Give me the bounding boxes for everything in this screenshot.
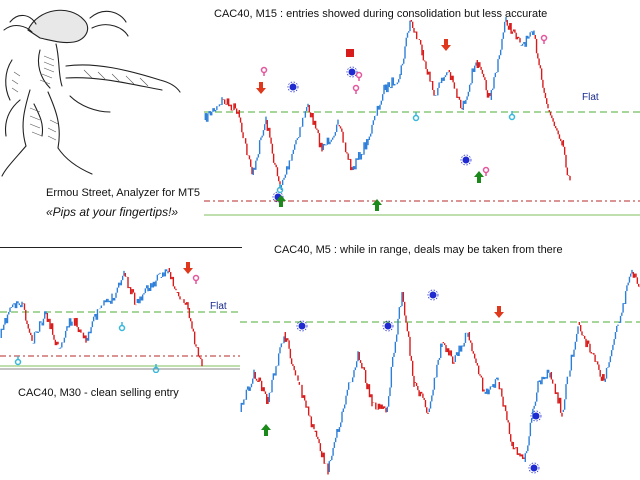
pink-signal-icon: [355, 71, 363, 81]
pink-signal-icon: [482, 166, 490, 176]
pivot-dot-icon: [287, 81, 299, 93]
cyan-signal-icon: [412, 112, 420, 122]
pivot-dot-icon: [296, 320, 308, 332]
cyan-signal-icon: [118, 322, 126, 332]
cyan-signal-icon: [152, 364, 160, 373]
chart-m15-caption: CAC40, M15 : entries showed during conso…: [214, 8, 548, 20]
chart-m5[interactable]: [240, 262, 640, 480]
pivot-dot-icon: [346, 66, 358, 78]
stop-square-icon: [346, 49, 354, 57]
cyan-signal-icon: [276, 184, 284, 194]
pink-signal-icon: [352, 84, 360, 94]
pivot-dot-icon: [427, 289, 439, 301]
sell-arrow-icon: [441, 39, 451, 51]
pink-signal-icon: [260, 66, 268, 76]
buy-arrow-icon: [261, 424, 271, 436]
chart-m5-caption: CAC40, M5 : while in range, deals may be…: [274, 244, 563, 256]
pivot-dot-icon: [530, 410, 542, 422]
pivot-dot-icon: [382, 320, 394, 332]
pivot-dot-icon: [460, 154, 472, 166]
m5-price-series: [240, 269, 640, 475]
brand-tagline: «Pips at your fingertips!»: [46, 205, 179, 219]
cyan-signal-icon: [14, 356, 22, 366]
chart-m15-flat-label: Flat: [582, 92, 599, 103]
chart-m30[interactable]: Flat: [0, 247, 242, 373]
chart-m30-caption: CAC40, M30 - clean selling entry: [18, 387, 179, 399]
sell-arrow-icon: [494, 306, 504, 318]
hermes-figure-icon: [1, 9, 181, 177]
sell-arrow-icon: [183, 262, 193, 274]
pink-signal-icon: [192, 274, 200, 284]
buy-arrow-icon: [276, 195, 286, 207]
sell-arrow-icon: [256, 82, 266, 94]
pivot-dot-icon: [528, 462, 540, 474]
buy-arrow-icon: [372, 199, 382, 211]
brand-title: Ermou Street, Analyzer for MT5: [46, 187, 201, 199]
buy-arrow-icon: [474, 171, 484, 183]
chart-m30-flat-label: Flat: [210, 301, 227, 312]
pink-signal-icon: [540, 34, 548, 44]
m15-price-series: [204, 17, 571, 190]
cyan-signal-icon: [508, 111, 516, 121]
m30-price-series: [0, 268, 203, 367]
logo-block: Ermou Street, Analyzer for MT5 «Pips at …: [0, 0, 210, 240]
chart-m15[interactable]: CAC40, M15 : entries showed during conso…: [204, 0, 640, 220]
